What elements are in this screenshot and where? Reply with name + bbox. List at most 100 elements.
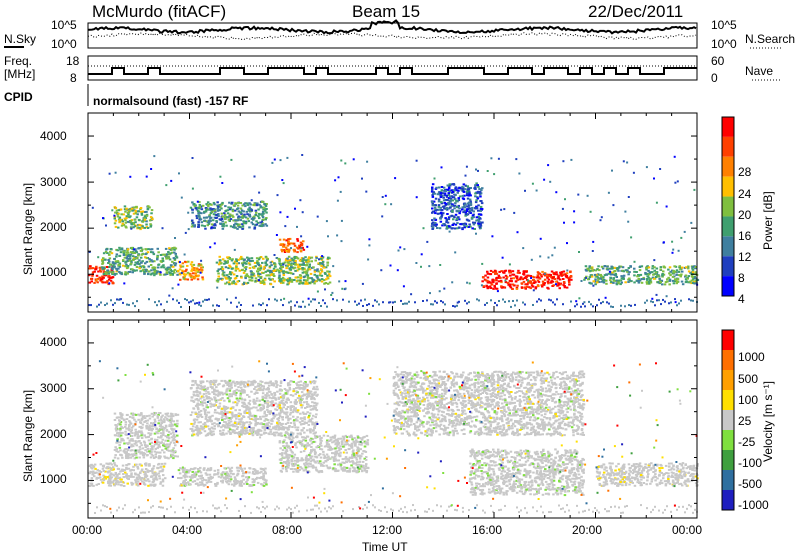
echo-cell (151, 472, 155, 475)
echo-cell (622, 270, 626, 273)
echo-cell (157, 414, 160, 416)
echo-cell (162, 273, 166, 276)
echo-cell (275, 382, 278, 385)
echo-cell (472, 221, 475, 224)
echo-cell (286, 392, 289, 395)
echo-cell (189, 206, 193, 209)
echo-cell (186, 271, 190, 274)
echo-cell (214, 224, 217, 227)
echo-cell (208, 428, 212, 431)
echo-cell (313, 382, 316, 385)
echo-cell (468, 193, 471, 195)
echo-cell (258, 269, 262, 272)
echo-cell (241, 268, 244, 271)
echo-cell (95, 477, 98, 480)
echo-cell (194, 467, 197, 470)
echo-cell (142, 266, 146, 269)
echo-cell (484, 274, 487, 277)
echo-cell (105, 462, 108, 465)
echo-cell (550, 299, 552, 302)
echo-cell (144, 253, 147, 256)
echo-cell (577, 193, 580, 196)
echo-cell (293, 250, 296, 253)
echo-cell (97, 477, 100, 479)
echo-cell (193, 205, 197, 208)
echo-cell (230, 259, 234, 262)
echo-cell (318, 301, 320, 304)
echo-cell (119, 428, 122, 431)
echo-cell (321, 260, 325, 263)
echo-cell (160, 303, 162, 306)
echo-cell (235, 275, 239, 277)
echo-cell (234, 296, 237, 299)
echo-cell (467, 186, 470, 189)
echo-cell (414, 301, 416, 304)
echo-cell (439, 220, 443, 223)
echo-cell (313, 282, 316, 285)
echo-cell (117, 267, 120, 270)
echo-cell (256, 472, 259, 475)
echo-cell (111, 268, 114, 271)
echo-cell (294, 304, 296, 307)
echo-cell (433, 206, 437, 209)
echo-cell (125, 226, 128, 229)
echo-cell (232, 472, 235, 475)
echo-cell (128, 415, 132, 418)
echo-cell (99, 471, 103, 473)
echo-cell (254, 414, 257, 417)
echo-cell (494, 301, 496, 304)
echo-cell (217, 399, 220, 402)
echo-cell (100, 266, 104, 269)
echo-cell (158, 412, 161, 414)
echo-cell (162, 444, 165, 447)
echo-cell (213, 208, 217, 211)
echo-cell (456, 227, 459, 230)
echo-cell (298, 384, 301, 387)
echo-cell (246, 394, 249, 396)
echo-cell (609, 276, 612, 279)
echo-cell (594, 278, 597, 281)
echo-cell (543, 278, 547, 281)
echo-cell (502, 276, 505, 279)
echo-cell (593, 273, 597, 276)
echo-cell (479, 205, 483, 208)
echo-cell (144, 449, 147, 452)
echo-cell (670, 301, 672, 304)
echo-cell (182, 481, 185, 484)
echo-cell (447, 188, 450, 191)
echo-cell (429, 292, 431, 295)
echo-cell (229, 424, 232, 427)
echo-cell (206, 386, 209, 389)
echo-cell (475, 182, 478, 185)
echo-cell (294, 269, 297, 272)
echo-cell (286, 215, 289, 218)
echo-cell (439, 192, 443, 195)
echo-cell (145, 248, 148, 251)
echo-cell (443, 201, 446, 204)
echo-cell (567, 279, 571, 282)
echo-cell (676, 304, 678, 307)
echo-cell (118, 476, 122, 479)
echo-cell (243, 467, 246, 470)
echo-cell (223, 392, 227, 395)
echo-cell (230, 395, 233, 398)
echo-cell (499, 279, 503, 282)
echo-cell (199, 421, 202, 424)
echo-cell (121, 470, 125, 472)
echo-cell (282, 406, 285, 409)
echo-cell (159, 273, 162, 276)
echo-cell (204, 389, 208, 392)
echo-cell (233, 260, 237, 263)
echo-cell (155, 442, 158, 445)
echo-cell (672, 269, 675, 272)
echo-cell (119, 298, 122, 301)
echo-cell (115, 267, 118, 270)
echo-cell (690, 279, 694, 282)
echo-cell (196, 386, 200, 389)
echo-cell (309, 419, 312, 421)
echo-cell (145, 475, 149, 478)
echo-cell (153, 474, 156, 477)
echo-cell (132, 469, 135, 472)
echo-cell (183, 484, 187, 487)
echo-cell (120, 248, 124, 251)
